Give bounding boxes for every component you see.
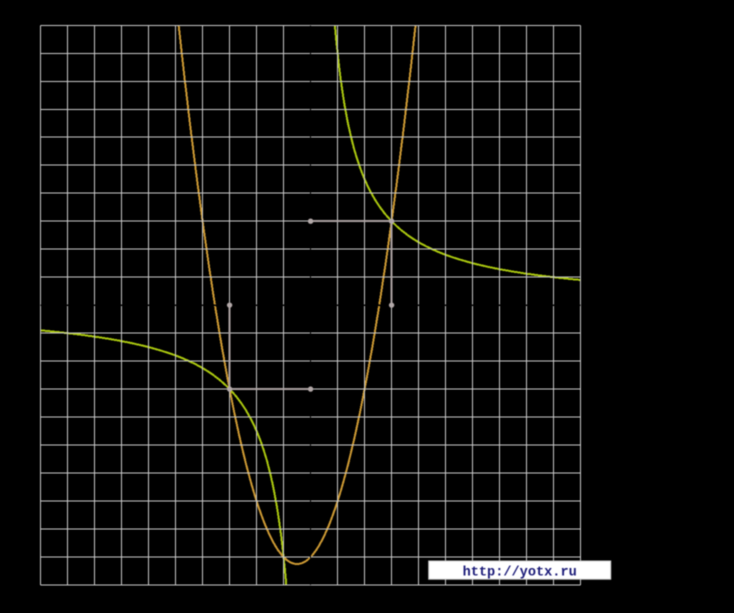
svg-text:http://yotx.ru: http://yotx.ru bbox=[463, 565, 577, 580]
